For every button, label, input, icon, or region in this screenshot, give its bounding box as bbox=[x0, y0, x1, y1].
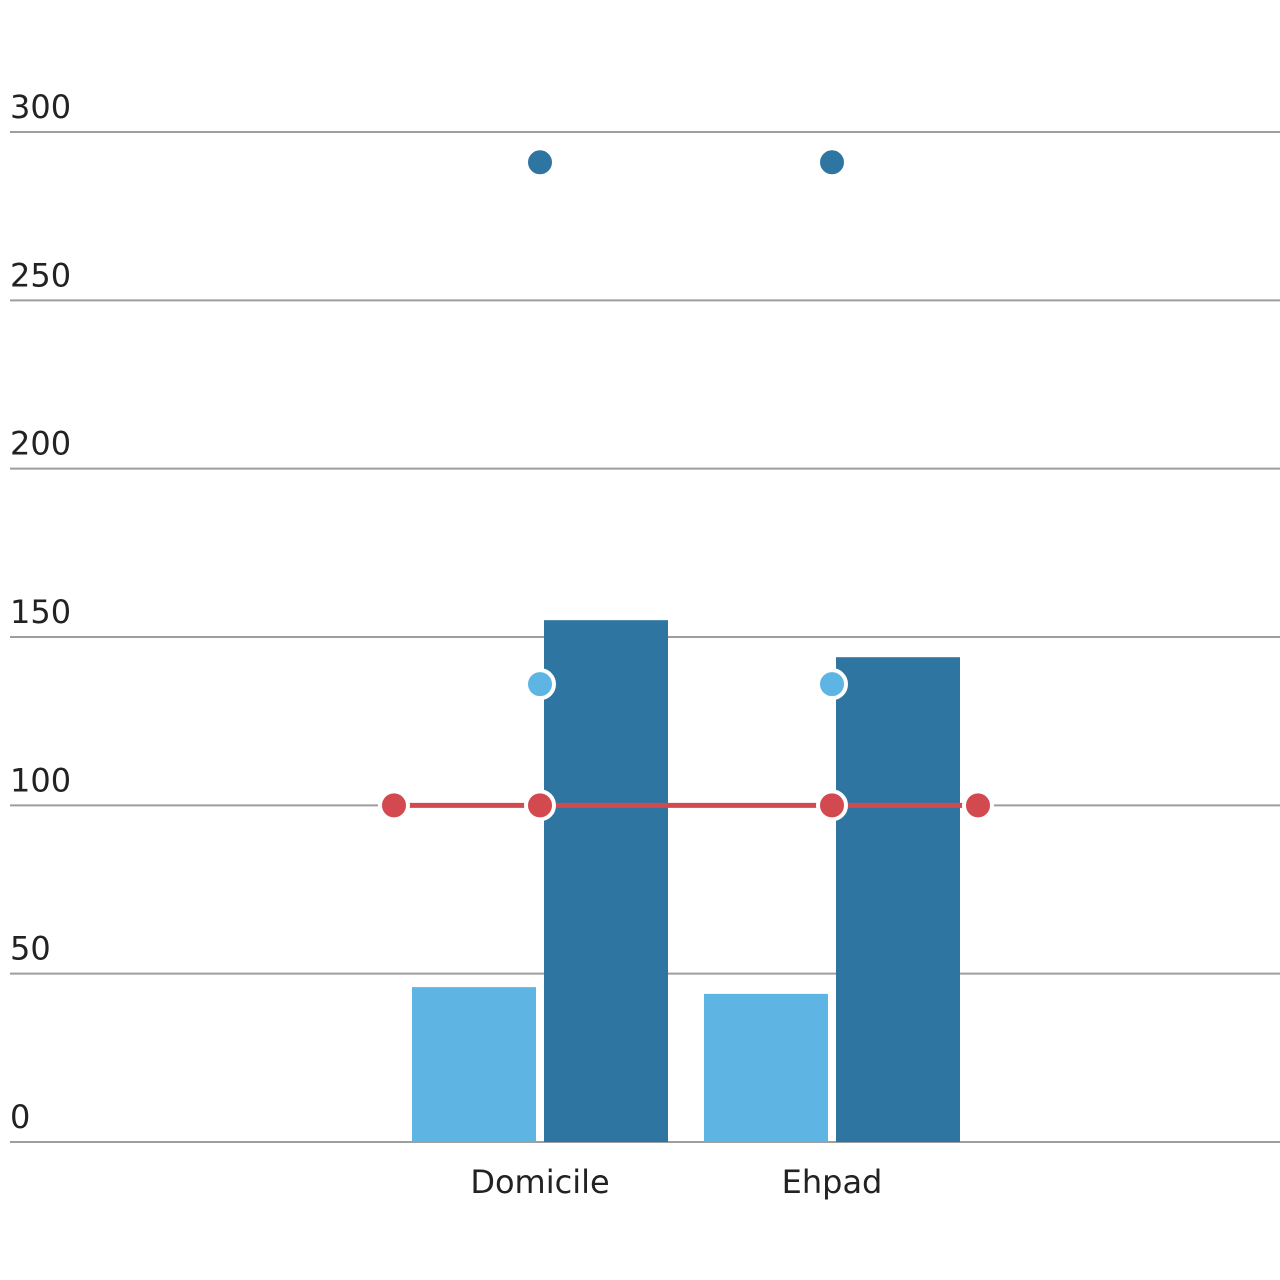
reference-point bbox=[524, 789, 556, 822]
bar bbox=[412, 987, 536, 1142]
bars bbox=[412, 620, 960, 1142]
markers bbox=[524, 146, 848, 701]
x-category-label: Ehpad bbox=[782, 1163, 883, 1201]
y-tick-label: 300 bbox=[10, 88, 71, 126]
marker-point bbox=[524, 146, 556, 179]
y-tick-label: 100 bbox=[10, 761, 71, 799]
reference-point bbox=[378, 789, 410, 822]
bar bbox=[704, 993, 828, 1142]
y-tick-label: 250 bbox=[10, 256, 71, 294]
y-axis-tick-labels: 0 50 100 150 200 250 300 bbox=[10, 88, 71, 1136]
bar bbox=[836, 657, 960, 1142]
marker-point bbox=[816, 668, 848, 701]
x-axis-category-labels: Domicile Ehpad bbox=[470, 1163, 882, 1201]
y-tick-label: 150 bbox=[10, 593, 71, 631]
x-category-label: Domicile bbox=[470, 1163, 609, 1201]
marker-point bbox=[524, 668, 556, 701]
y-tick-label: 0 bbox=[10, 1098, 30, 1136]
bar bbox=[544, 620, 668, 1142]
y-tick-label: 200 bbox=[10, 425, 71, 463]
reference-line bbox=[378, 789, 994, 822]
marker-point bbox=[816, 146, 848, 179]
reference-point bbox=[816, 789, 848, 822]
y-tick-label: 50 bbox=[10, 930, 51, 968]
reference-point bbox=[962, 789, 994, 822]
